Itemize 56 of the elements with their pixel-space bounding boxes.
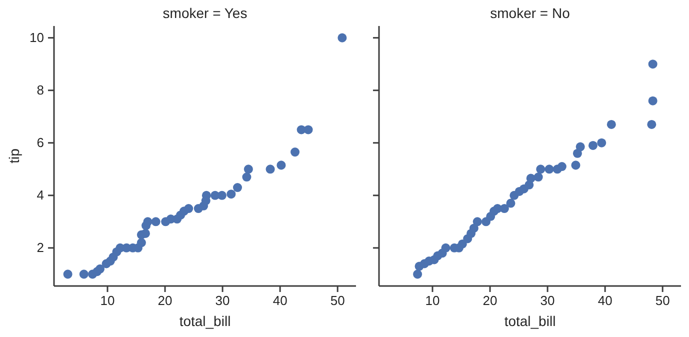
x-tick-label: 30 (540, 293, 555, 308)
chart-title: smoker = No (490, 5, 570, 21)
point (571, 160, 580, 170)
x-tick-label: 40 (272, 293, 288, 308)
y-tick-label: 10 (30, 30, 44, 45)
point (648, 96, 658, 106)
point (226, 190, 236, 199)
chart-title: smoker = Yes (162, 5, 248, 21)
x-tick-label: 50 (655, 293, 670, 308)
point (597, 138, 606, 148)
point (576, 142, 585, 152)
x-tick-label: 30 (215, 293, 230, 308)
point (469, 224, 478, 233)
point (63, 270, 72, 279)
y-axis-title: tip (6, 148, 22, 164)
y-tick-label: 2 (36, 240, 44, 256)
x-tick-label: 20 (158, 293, 172, 308)
y-tick-label: 8 (36, 82, 44, 98)
point (266, 164, 275, 174)
x-tick-label: 20 (482, 293, 498, 308)
point (338, 33, 347, 42)
point (588, 140, 598, 150)
point (413, 270, 422, 279)
point (506, 198, 516, 208)
x-tick-label: 10 (100, 293, 115, 308)
x-tick-label: 10 (425, 293, 440, 308)
point (526, 174, 536, 183)
point (648, 60, 658, 69)
point (184, 204, 194, 214)
point (151, 217, 160, 226)
point (276, 160, 286, 170)
x-tick-label: 50 (330, 293, 345, 308)
point (441, 243, 450, 252)
point (606, 120, 616, 129)
point (472, 217, 482, 226)
point (544, 164, 554, 174)
point (304, 125, 313, 134)
point (534, 172, 543, 182)
point (232, 183, 242, 192)
point (290, 148, 300, 157)
x-tick-label: 40 (598, 293, 612, 308)
point (242, 172, 252, 182)
point (557, 162, 566, 172)
x-axis-title: total_bill (504, 313, 556, 329)
point (536, 164, 546, 174)
point (458, 239, 467, 248)
point (647, 120, 656, 129)
y-tick-label: 6 (36, 135, 44, 150)
x-axis-title: total_bill (179, 313, 231, 329)
point (244, 164, 253, 174)
point (143, 217, 152, 226)
y-tick-label: 4 (36, 188, 44, 203)
point (202, 190, 211, 200)
point (96, 264, 105, 274)
point (79, 270, 88, 279)
point (136, 238, 146, 248)
